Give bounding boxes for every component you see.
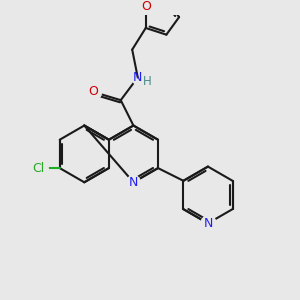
- Text: N: N: [133, 71, 142, 84]
- Text: O: O: [88, 85, 98, 98]
- Text: Cl: Cl: [32, 162, 45, 175]
- Text: N: N: [129, 176, 138, 189]
- Text: N: N: [203, 217, 213, 230]
- Text: H: H: [143, 75, 152, 88]
- Text: O: O: [141, 0, 151, 13]
